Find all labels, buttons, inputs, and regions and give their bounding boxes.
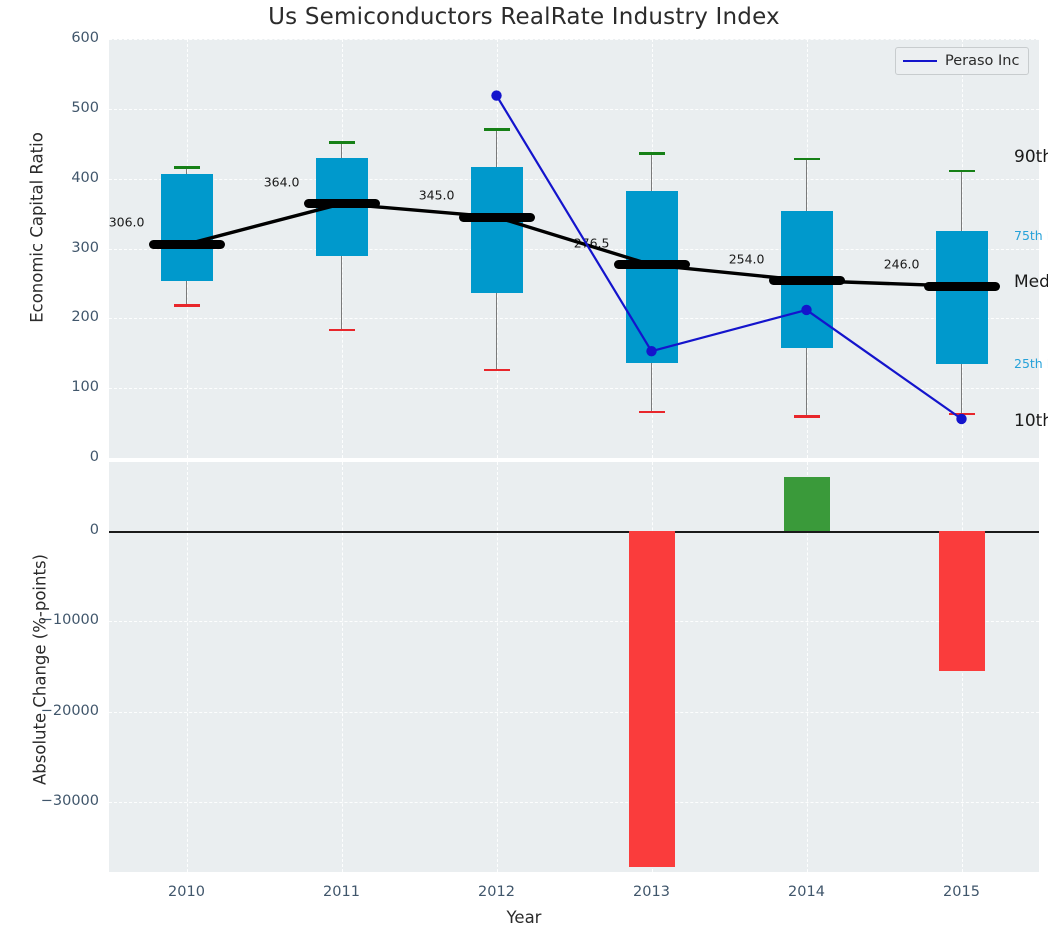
x-axis-title: Year bbox=[506, 908, 542, 927]
median-value-label: 254.0 bbox=[728, 251, 765, 267]
median-marker bbox=[768, 276, 845, 286]
y-axis-tick-label: −20000 bbox=[40, 702, 99, 719]
gridline-vertical bbox=[341, 462, 343, 872]
gridline-vertical bbox=[806, 462, 808, 872]
p10-cap bbox=[328, 328, 355, 332]
y-axis-tick-label: 400 bbox=[71, 169, 99, 186]
x-axis-tick-label: 2012 bbox=[478, 884, 515, 900]
x-axis-tick-label: 2010 bbox=[168, 884, 205, 900]
median-value-label: 276.5 bbox=[573, 235, 610, 251]
y-axis-tick-label: 100 bbox=[71, 379, 99, 396]
gridline-horizontal bbox=[109, 39, 1039, 40]
y-axis-title-bottom: Absolute Change (%-points) bbox=[30, 554, 50, 785]
p10-cap bbox=[948, 412, 975, 416]
percentile-annotation: 75th Percentile bbox=[1014, 227, 1048, 243]
gridline-horizontal bbox=[109, 711, 1039, 713]
p10-cap bbox=[638, 410, 665, 414]
p90-cap bbox=[793, 157, 820, 161]
y-axis-tick-label: 200 bbox=[71, 309, 99, 326]
median-marker bbox=[148, 239, 225, 249]
change-bar-group bbox=[109, 462, 1039, 872]
legend-line-icon bbox=[903, 60, 937, 62]
y-axis-tick-label: 600 bbox=[71, 30, 99, 46]
p90-cap bbox=[948, 169, 975, 173]
chart-title: Us Semiconductors RealRate Industry Inde… bbox=[268, 4, 780, 30]
top-panel-plot-area: 306.0 364.0 345.0 276.5 254.0 246.0 bbox=[109, 39, 1039, 458]
median-value-label: 364.0 bbox=[263, 174, 300, 190]
p90-cap bbox=[328, 141, 355, 144]
box-interquartile-range bbox=[160, 174, 213, 281]
p10-cap bbox=[793, 415, 820, 419]
gridline-vertical bbox=[496, 462, 498, 872]
y-axis-tick-label: −10000 bbox=[40, 612, 99, 629]
x-axis-tick-label: 2011 bbox=[323, 884, 360, 900]
gridline-vertical bbox=[186, 462, 188, 872]
x-axis-tick-label: 2015 bbox=[943, 884, 980, 900]
x-axis-tick-label: 2014 bbox=[788, 884, 825, 900]
y-axis-tick-label: 0 bbox=[89, 449, 99, 465]
gridline-horizontal bbox=[109, 621, 1039, 623]
median-value-label: 246.0 bbox=[883, 256, 920, 272]
change-bar-negative bbox=[938, 531, 985, 672]
p10-cap bbox=[173, 304, 200, 308]
x-axis-tick-label: 2013 bbox=[633, 884, 670, 900]
median-value-label: 306.0 bbox=[109, 214, 145, 230]
zero-baseline bbox=[109, 531, 1039, 534]
box-interquartile-range bbox=[470, 167, 523, 294]
y-axis-tick-label: −30000 bbox=[40, 792, 99, 809]
y-axis-title-top: Economic Capital Ratio bbox=[27, 132, 47, 323]
change-bar-negative bbox=[628, 531, 675, 867]
percentile-annotation: 25th Percentile bbox=[1014, 355, 1048, 371]
bottom-panel-plot-area bbox=[109, 462, 1039, 872]
y-axis-tick-label: 500 bbox=[71, 99, 99, 116]
p10-cap bbox=[483, 368, 510, 372]
percentile-annotation: 10th Percentile bbox=[1014, 410, 1048, 431]
change-bar-positive bbox=[783, 477, 830, 532]
y-axis-tick-label: 0 bbox=[89, 522, 99, 539]
gridline-horizontal bbox=[109, 801, 1039, 803]
box-interquartile-range bbox=[935, 231, 988, 365]
p90-cap bbox=[173, 166, 200, 169]
median-marker bbox=[458, 212, 535, 222]
chart-legend[interactable]: Peraso Inc bbox=[895, 47, 1030, 75]
percentile-annotation: Median bbox=[1014, 272, 1048, 293]
median-value-label: 345.0 bbox=[418, 187, 455, 203]
legend-label: Peraso Inc bbox=[945, 53, 1020, 69]
y-axis-tick-label: 300 bbox=[71, 239, 99, 256]
median-marker bbox=[613, 260, 690, 270]
p90-cap bbox=[638, 152, 665, 155]
median-marker bbox=[303, 199, 380, 209]
box-interquartile-range bbox=[625, 191, 678, 364]
box-plot-group: 306.0 364.0 345.0 276.5 254.0 246.0 bbox=[109, 39, 1039, 458]
p90-cap bbox=[483, 128, 510, 132]
median-marker bbox=[923, 281, 1000, 291]
percentile-annotation: 90th Percentile bbox=[1014, 146, 1048, 167]
